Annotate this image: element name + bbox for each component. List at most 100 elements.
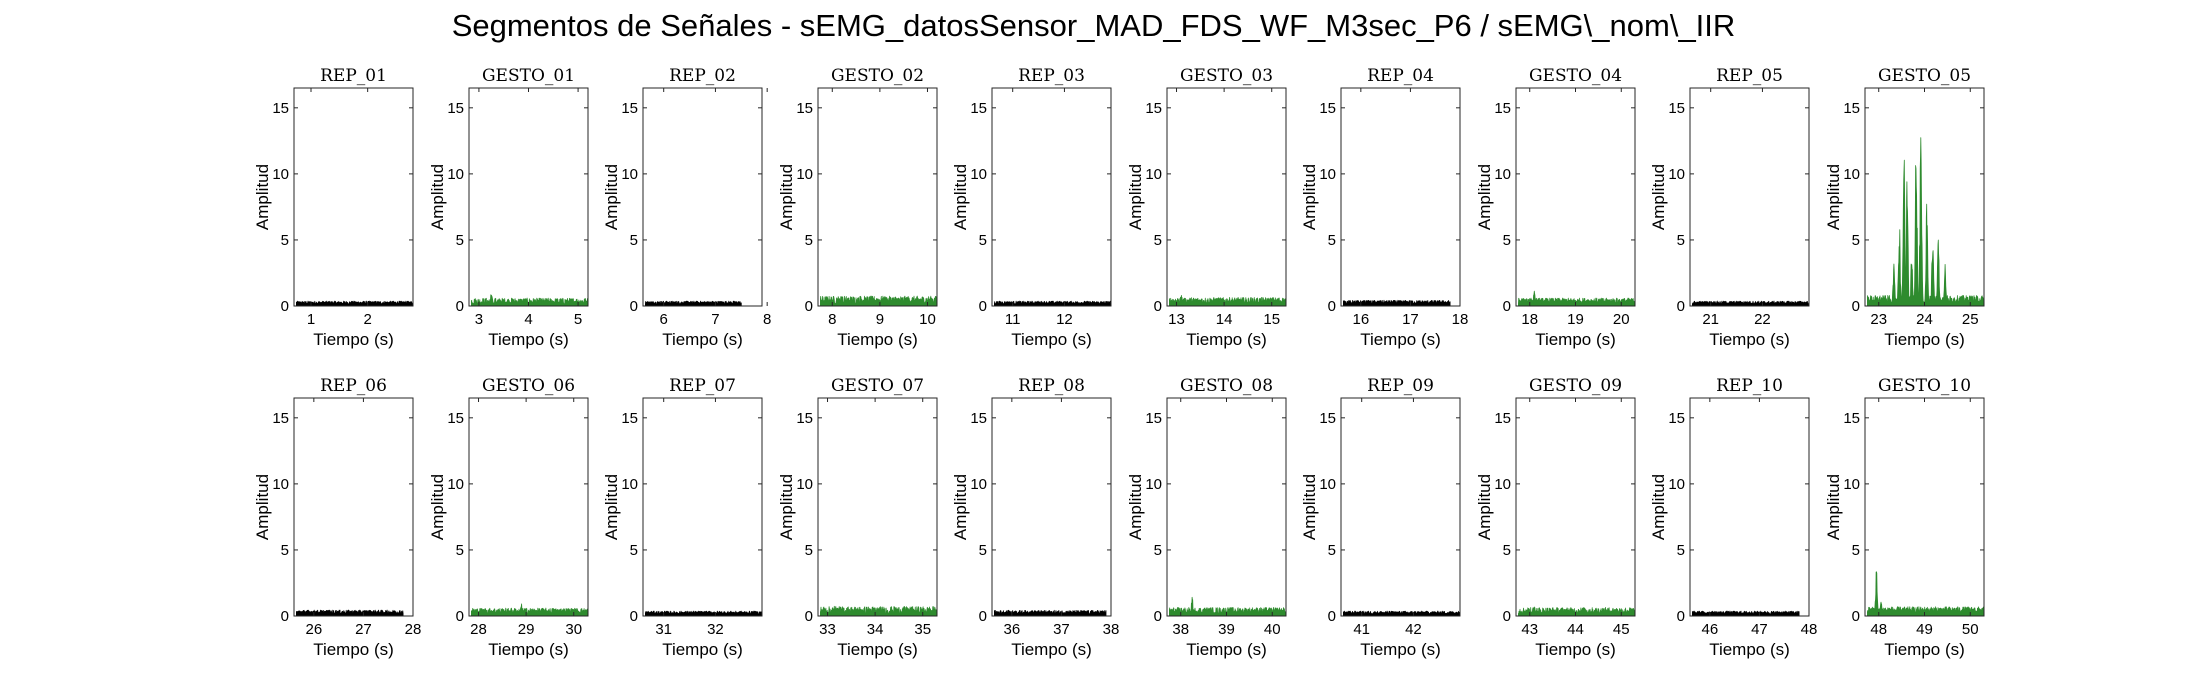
x-tick-label: 34 (867, 621, 884, 638)
x-tick-label: 3 (475, 311, 483, 328)
y-tick-label: 5 (1852, 542, 1860, 559)
y-tick-label: 5 (979, 542, 987, 559)
signal-area (1692, 300, 1810, 307)
x-axis-label: Tiempo (s) (1884, 640, 1965, 659)
y-axis-label: Amplitud (777, 474, 796, 540)
y-axis-label: Amplitud (1649, 474, 1668, 540)
subplot: 0 5 10 15 38 39 40 GESTO_08 Tiempo (s) Amplitud (1126, 376, 1287, 659)
x-tick-label: 44 (1567, 621, 1584, 638)
x-axis-label: Tiempo (s) (313, 640, 394, 659)
x-tick-label: 19 (1567, 311, 1584, 328)
y-tick-label: 0 (1677, 608, 1685, 625)
y-axis-label: Amplitud (1824, 164, 1843, 230)
y-tick-label: 0 (1328, 608, 1336, 625)
y-tick-label: 0 (281, 608, 289, 625)
x-axis-label: Tiempo (s) (313, 330, 394, 349)
x-tick-label: 31 (655, 621, 672, 638)
x-axis-label: Tiempo (s) (488, 330, 569, 349)
x-tick-label: 45 (1613, 621, 1630, 638)
y-tick-label: 10 (1843, 476, 1860, 493)
x-tick-label: 21 (1702, 311, 1719, 328)
x-tick-label: 15 (1263, 311, 1280, 328)
x-tick-label: 32 (707, 621, 724, 638)
subplot-title: REP_08 (1018, 376, 1085, 396)
subplot-title: REP_10 (1716, 376, 1783, 396)
y-tick-label: 5 (456, 232, 464, 249)
x-axis-label: Tiempo (s) (1535, 640, 1616, 659)
axes-box (293, 397, 414, 617)
y-tick-label: 10 (1668, 476, 1685, 493)
x-tick-label: 17 (1402, 311, 1419, 328)
x-tick-label: 7 (711, 311, 719, 328)
x-axis-label: Tiempo (s) (1709, 640, 1790, 659)
x-tick-label: 8 (828, 311, 836, 328)
subplot: 0 5 10 15 8 9 10 GESTO_02 Tiempo (s) Amplitud (777, 66, 938, 349)
x-tick-label: 13 (1168, 311, 1185, 328)
x-axis-label: Tiempo (s) (662, 640, 743, 659)
y-axis-label: Amplitud (428, 474, 447, 540)
axes-box (293, 87, 414, 307)
subplot-title: REP_02 (669, 66, 736, 86)
y-tick-label: 15 (1319, 100, 1336, 117)
x-tick-label: 37 (1053, 621, 1070, 638)
y-tick-label: 15 (796, 410, 813, 427)
y-axis-label: Amplitud (1300, 474, 1319, 540)
signal-area (471, 603, 589, 617)
y-tick-label: 10 (1145, 166, 1162, 183)
axes-box (642, 87, 763, 307)
y-tick-label: 0 (805, 608, 813, 625)
signal-area (1518, 290, 1636, 307)
y-tick-label: 5 (281, 232, 289, 249)
y-tick-label: 5 (805, 542, 813, 559)
x-tick-label: 20 (1613, 311, 1630, 328)
y-tick-label: 10 (1494, 166, 1511, 183)
subplot: 0 5 10 15 23 24 25 GESTO_05 Tiempo (s) Amplitud (1824, 66, 1985, 349)
y-tick-label: 5 (1154, 542, 1162, 559)
y-tick-label: 10 (1319, 166, 1336, 183)
axes-box (817, 87, 938, 307)
x-axis-label: Tiempo (s) (1360, 640, 1441, 659)
y-tick-label: 0 (979, 608, 987, 625)
x-tick-label: 50 (1962, 621, 1979, 638)
signal-area (1169, 596, 1287, 617)
axes-box (1515, 397, 1636, 617)
y-tick-label: 0 (456, 608, 464, 625)
y-tick-label: 5 (456, 542, 464, 559)
x-tick-label: 8 (763, 311, 771, 328)
y-axis-label: Amplitud (253, 164, 272, 230)
axes-box (1515, 87, 1636, 307)
signal-area (1867, 137, 1985, 307)
x-axis-label: Tiempo (s) (1011, 330, 1092, 349)
y-axis-label: Amplitud (1824, 474, 1843, 540)
y-tick-label: 15 (970, 410, 987, 427)
subplot-title: GESTO_09 (1529, 376, 1622, 396)
x-tick-label: 24 (1916, 311, 1933, 328)
y-tick-label: 15 (621, 100, 638, 117)
subplot-title: GESTO_08 (1180, 376, 1273, 396)
x-tick-label: 11 (1005, 311, 1021, 328)
y-tick-label: 10 (1494, 476, 1511, 493)
subplot-title: REP_04 (1367, 66, 1434, 86)
subplot: 0 5 10 15 28 29 30 GESTO_06 Tiempo (s) Amplitud (428, 376, 589, 659)
subplot-title: GESTO_05 (1878, 66, 1971, 86)
axes-box (991, 87, 1112, 307)
signal-area (994, 609, 1107, 617)
signal-area (1343, 299, 1451, 307)
y-tick-label: 10 (1319, 476, 1336, 493)
subplot-title: GESTO_03 (1180, 66, 1273, 86)
y-tick-label: 0 (630, 298, 638, 315)
y-tick-label: 15 (1843, 100, 1860, 117)
y-tick-label: 15 (1494, 100, 1511, 117)
x-tick-label: 25 (1962, 311, 1979, 328)
axes-box (1689, 397, 1810, 617)
x-axis-label: Tiempo (s) (1884, 330, 1965, 349)
y-tick-label: 0 (1503, 298, 1511, 315)
y-tick-label: 10 (970, 166, 987, 183)
subplot: 0 5 10 15 18 19 20 GESTO_04 Tiempo (s) Amplitud (1475, 66, 1636, 349)
subplot: 0 5 10 15 16 17 18 REP_04 Tiempo (s) Amplitud (1300, 66, 1468, 349)
y-axis-label: Amplitud (1126, 474, 1145, 540)
axes-box (1340, 397, 1461, 617)
y-axis-label: Amplitud (428, 164, 447, 230)
y-tick-label: 0 (1328, 298, 1336, 315)
